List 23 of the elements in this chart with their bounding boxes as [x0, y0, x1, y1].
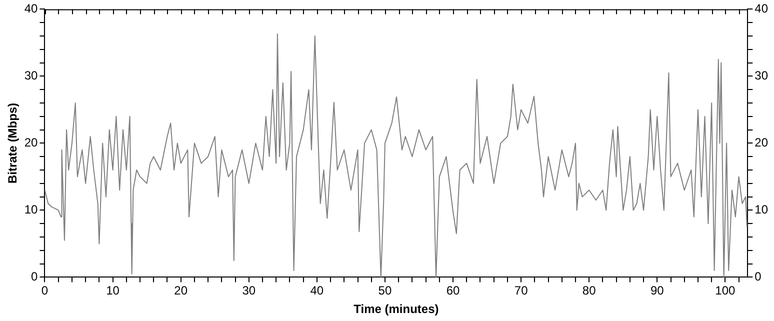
y-tick-label: 0 — [31, 270, 38, 284]
x-tick-label: 70 — [514, 284, 528, 298]
y-tick-label: 40 — [24, 2, 38, 16]
x-tick-label: 40 — [310, 284, 324, 298]
y-tick-label: 10 — [24, 202, 38, 217]
y-tick-label: 30 — [24, 68, 38, 83]
y2-tick-label: 20 — [754, 136, 768, 150]
x-tick-label: 0 — [41, 284, 48, 298]
x-tick-label: 10 — [106, 284, 120, 298]
x-tick-label: 50 — [378, 284, 392, 298]
x-tick-label: 60 — [446, 284, 460, 298]
x-tick-label: 100 — [715, 284, 736, 298]
y2-tick-label: 0 — [754, 270, 762, 284]
x-tick-label: 20 — [174, 284, 188, 298]
x-tick-label: 30 — [242, 284, 256, 298]
y-axis-title: Bitrate (Mbps) — [6, 102, 20, 184]
y2-tick-label: 40 — [754, 2, 768, 16]
x-tick-label: 80 — [582, 284, 596, 298]
y-tick-label: 20 — [24, 136, 38, 150]
x-tick-label: 90 — [650, 284, 664, 298]
y2-tick-label: 30 — [754, 68, 768, 83]
y2-tick-label: 10 — [754, 202, 768, 217]
x-axis-title: Time (minutes) — [354, 302, 439, 316]
